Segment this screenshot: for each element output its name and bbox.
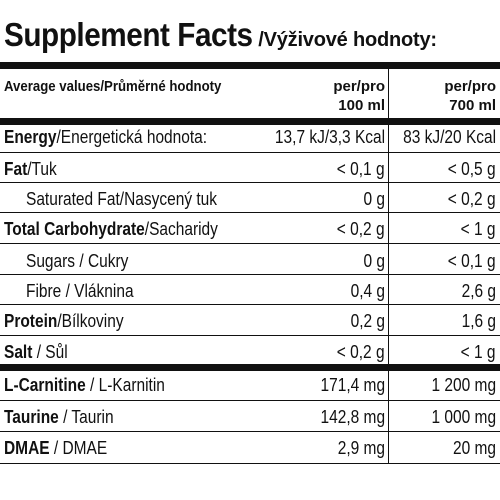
row-label-rest: / DMAE <box>49 438 108 458</box>
title-main: Supplement Facts <box>4 16 253 53</box>
row-label: Protein/Bílkoviny <box>4 306 124 336</box>
row-sugars: Sugars / Cukry 0 g < 0,1 g <box>0 246 500 276</box>
column-header-100ml: per/pro 100 ml <box>333 77 385 115</box>
row-fibre: Fibre / Vláknina 0,4 g 2,6 g <box>0 276 500 306</box>
value-per-700ml: 83 kJ/20 Kcal <box>403 127 496 147</box>
row-label-rest: Saturated Fat/Nasycený tuk <box>26 189 218 209</box>
value-per-700ml: 1,6 g <box>461 311 496 331</box>
value-per-700ml: 2,6 g <box>461 281 496 301</box>
row-divider <box>0 152 500 153</box>
row-label-rest: / L-Karnitin <box>85 375 165 395</box>
row-label-bold: Salt <box>4 342 33 362</box>
row-label-rest: / Sůl <box>32 342 68 362</box>
value-per-700ml: < 0,2 g <box>448 189 496 209</box>
value-per-100ml: 0 g <box>363 189 385 209</box>
header-thick-rule <box>0 118 500 125</box>
row-divider <box>0 431 500 432</box>
row-label-bold: Total Carbohydrate <box>4 219 145 239</box>
row-divider <box>0 400 500 401</box>
row-divider <box>0 463 500 464</box>
row-label-bold: Taurine <box>4 407 59 427</box>
row-total-carbohydrate: Total Carbohydrate/Sacharidy < 0,2 g < 1 g <box>0 214 500 244</box>
value-per-100ml: < 0,2 g <box>337 342 385 362</box>
value-per-100ml: 2,9 mg <box>337 438 385 458</box>
value-per-100ml: 0,2 g <box>350 311 385 331</box>
value-per-100ml: 0 g <box>363 251 385 271</box>
row-saturated-fat: Saturated Fat/Nasycený tuk 0 g < 0,2 g <box>0 184 500 214</box>
row-label: Saturated Fat/Nasycený tuk <box>26 184 217 214</box>
row-dmae: DMAE / DMAE 2,9 mg 20 mg <box>0 433 500 463</box>
column-divider <box>388 68 389 463</box>
panel-title: Supplement Facts/Výživové hodnoty: <box>4 18 437 51</box>
row-label: Sugars / Cukry <box>26 246 128 276</box>
value-per-700ml: < 0,1 g <box>448 251 496 271</box>
col2-line1: per/pro <box>444 78 496 95</box>
row-energy: Energy/Energetická hodnota: 13,7 kJ/3,3 K… <box>0 122 500 152</box>
value-per-100ml: 171,4 mg <box>320 375 385 395</box>
row-label: Energy/Energetická hodnota: <box>4 122 207 152</box>
row-divider <box>0 274 500 275</box>
top-thick-rule <box>0 62 500 69</box>
row-fat: Fat/Tuk < 0,1 g < 0,5 g <box>0 154 500 184</box>
row-label: Total Carbohydrate/Sacharidy <box>4 214 218 244</box>
row-divider <box>0 182 500 183</box>
column-header-700ml: per/pro 700 ml <box>444 77 496 115</box>
row-taurine: Taurine / Taurin 142,8 mg 1 000 mg <box>0 402 500 432</box>
row-label-bold: L-Carnitine <box>4 375 86 395</box>
row-label-bold: Fat <box>4 159 28 179</box>
row-l-carnitine: L-Carnitine / L-Karnitin 171,4 mg 1 200 mg <box>0 370 500 400</box>
value-per-100ml: 142,8 mg <box>320 407 385 427</box>
row-divider <box>0 243 500 244</box>
row-protein: Protein/Bílkoviny 0,2 g 1,6 g <box>0 306 500 336</box>
row-divider <box>0 212 500 213</box>
row-label-rest: /Tuk <box>27 159 57 179</box>
value-per-100ml: < 0,1 g <box>337 159 385 179</box>
row-label: Salt / Sůl <box>4 337 68 367</box>
col1-line2: 100 ml <box>338 97 385 114</box>
col2-line2: 700 ml <box>449 97 496 114</box>
row-divider <box>0 335 500 336</box>
row-salt: Salt / Sůl < 0,2 g < 1 g <box>0 337 500 367</box>
row-label: Fat/Tuk <box>4 154 57 184</box>
row-label-bold: DMAE <box>4 438 50 458</box>
value-per-700ml: 20 mg <box>452 438 496 458</box>
value-per-700ml: < 1 g <box>461 219 496 239</box>
row-label-rest: Sugars / Cukry <box>26 251 129 271</box>
row-label-bold: Energy <box>4 127 57 147</box>
row-label: DMAE / DMAE <box>4 433 107 463</box>
row-label-bold: Protein <box>4 311 58 331</box>
row-label-rest: /Energetická hodnota: <box>56 127 208 147</box>
row-label: L-Carnitine / L-Karnitin <box>4 370 165 400</box>
title-sub: /Výživové hodnoty: <box>258 29 437 51</box>
row-label-rest: /Sacharidy <box>144 219 218 239</box>
column-header-label: Average values/Průměrné hodnoty <box>4 78 222 95</box>
value-per-700ml: 1 200 mg <box>431 375 496 395</box>
value-per-700ml: < 1 g <box>461 342 496 362</box>
row-label: Taurine / Taurin <box>4 402 114 432</box>
value-per-700ml: < 0,5 g <box>448 159 496 179</box>
row-label-rest: /Bílkoviny <box>57 311 124 331</box>
row-label-rest: / Taurin <box>58 407 114 427</box>
value-per-100ml: 0,4 g <box>350 281 385 301</box>
row-label-rest: Fibre / Vláknina <box>26 281 134 301</box>
value-per-100ml: 13,7 kJ/3,3 Kcal <box>274 127 385 147</box>
value-per-700ml: 1 000 mg <box>431 407 496 427</box>
col1-line1: per/pro <box>333 78 385 95</box>
value-per-100ml: < 0,2 g <box>337 219 385 239</box>
section-thick-rule <box>0 364 500 371</box>
row-label: Fibre / Vláknina <box>26 276 134 306</box>
row-divider <box>0 304 500 305</box>
